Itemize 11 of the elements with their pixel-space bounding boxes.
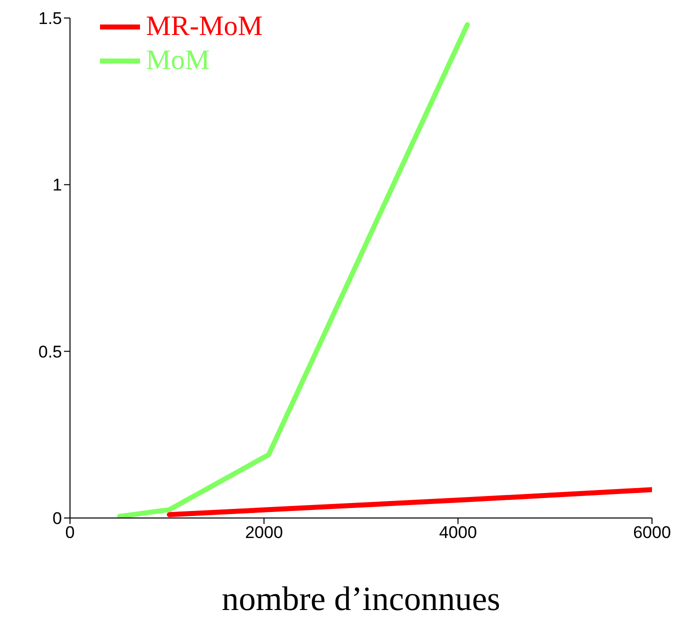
y-tick-label: 1 [52, 176, 62, 195]
x-tick-label: 2000 [245, 523, 283, 542]
x-axis-title: nombre d’inconnues [222, 581, 500, 618]
y-tick-label: 1.5 [38, 9, 62, 28]
legend-label: MR-MoM [146, 11, 263, 43]
x-tick-label: 0 [65, 523, 75, 542]
x-tick-label: 4000 [439, 523, 477, 542]
legend-label: MoM [146, 45, 210, 77]
y-tick-label: 0.5 [38, 342, 62, 362]
x-tick-label: 6000 [633, 523, 671, 542]
y-tick-label: 0 [52, 509, 62, 528]
